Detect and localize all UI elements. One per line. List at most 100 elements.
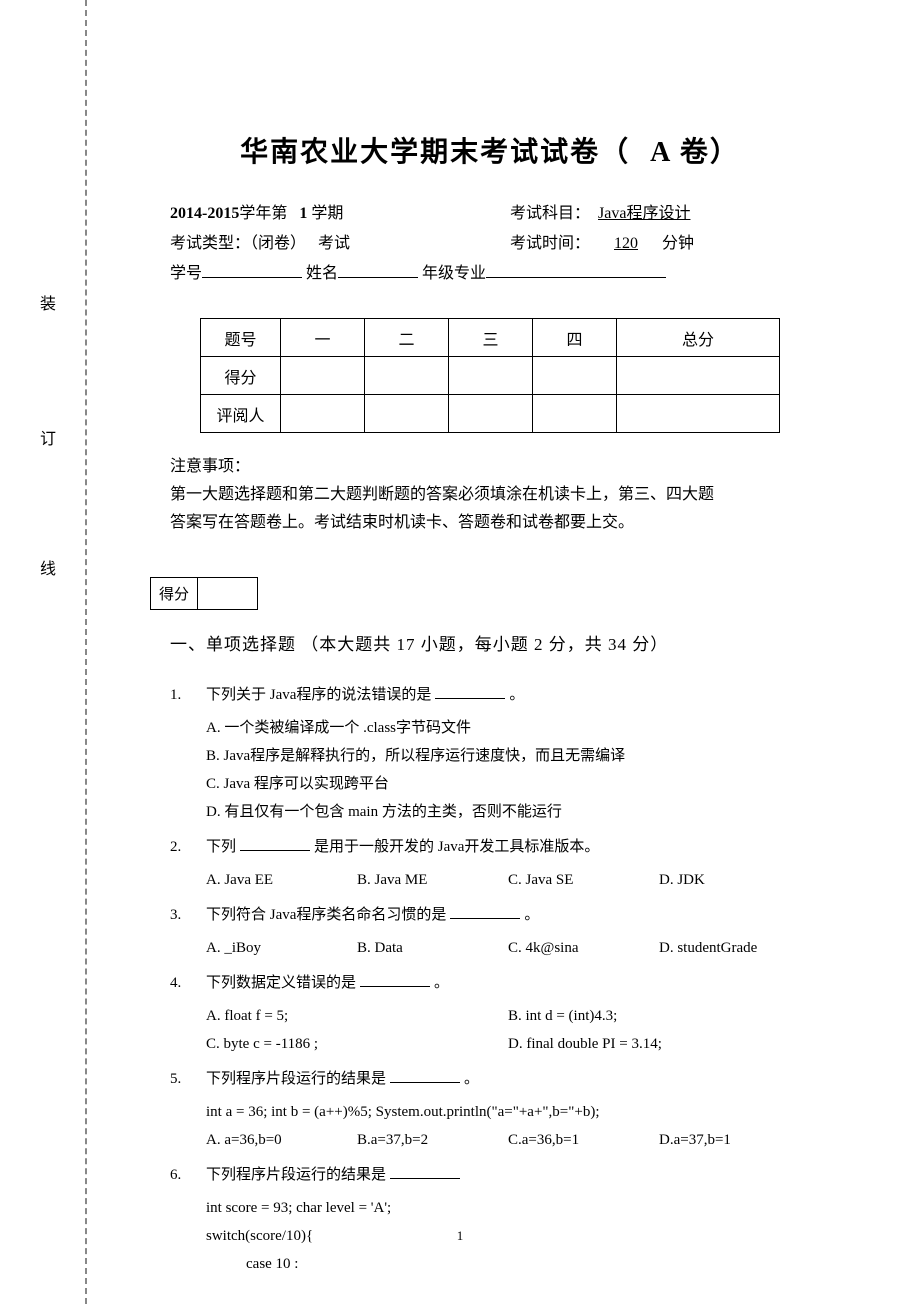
year: 2014-2015 — [170, 205, 239, 222]
q3-c: C. 4k@sina — [508, 934, 659, 962]
score-table: 题号 一 二 三 四 总分 得分 评阅人 — [200, 318, 780, 433]
cell — [533, 357, 617, 395]
cell — [449, 357, 533, 395]
q3-options: A. _iBoy B. Data C. 4k@sina D. studentGr… — [170, 934, 810, 962]
page-title: 华南农业大学期末考试试卷（ A 卷） — [170, 130, 810, 170]
q4-stem: 下列数据定义错误的是 — [206, 975, 356, 991]
header-row-3: 学号 姓名 年级专业 — [170, 260, 810, 288]
q1-b: B. Java程序是解释执行的，所以程序运行速度快，而且无需编译 — [206, 742, 810, 770]
q-num: 3. — [170, 900, 206, 930]
time-unit: 分钟 — [662, 235, 694, 252]
cell — [281, 357, 365, 395]
q4: 4. 下列数据定义错误的是。 — [170, 968, 810, 998]
q-num: 6. — [170, 1160, 206, 1190]
col-2: 二 — [365, 319, 449, 357]
mini-blank — [198, 578, 258, 610]
binding-label-3: 线 — [40, 555, 56, 579]
cell — [617, 357, 780, 395]
binding-label-1: 装 — [40, 290, 56, 314]
col-4: 四 — [533, 319, 617, 357]
blank — [240, 837, 310, 851]
q1-options: A. 一个类被编译成一个 .class字节码文件 B. Java程序是解释执行的… — [170, 714, 810, 826]
sid-blank — [202, 260, 302, 278]
blank — [450, 905, 520, 919]
col-q: 题号 — [201, 319, 281, 357]
term-suffix: 学期 — [311, 205, 343, 222]
q6-c3: case 10 : — [206, 1250, 810, 1278]
mini-label: 得分 — [151, 578, 198, 610]
page-number: 1 — [0, 1228, 920, 1244]
q-num: 2. — [170, 832, 206, 862]
blank — [435, 685, 505, 699]
blank — [390, 1165, 460, 1179]
q4-c: C. byte c = -1186 ; — [206, 1030, 508, 1058]
row3-label: 评阅人 — [201, 395, 281, 433]
page-content: 华南农业大学期末考试试卷（ A 卷） 2014-2015学年第 1 学期 考试科目… — [170, 0, 810, 1278]
q3-a: A. _iBoy — [206, 934, 357, 962]
binding-label-2: 订 — [40, 425, 56, 449]
q2-d: D. JDK — [659, 866, 810, 894]
cell — [365, 357, 449, 395]
cell — [449, 395, 533, 433]
title-main: 华南农业大学期末考试试卷（ — [240, 137, 630, 168]
header-row-2: 考试类型：（闭卷） 考试 考试时间： 120 分钟 — [170, 230, 810, 258]
cell — [617, 395, 780, 433]
score-header-row: 题号 一 二 三 四 总分 — [201, 319, 780, 357]
q2-b: B. Java ME — [357, 866, 508, 894]
q3-stem: 下列符合 Java程序类名命名习惯的是 — [206, 907, 446, 923]
sgrade-blank — [486, 260, 666, 278]
subject-label: 考试科目： — [510, 205, 590, 222]
cell — [281, 395, 365, 433]
binding-line — [85, 0, 87, 1304]
col-3: 三 — [449, 319, 533, 357]
time-label: 考试时间： — [510, 235, 590, 252]
time-value: 120 — [594, 235, 658, 252]
score-row-reviewer: 评阅人 — [201, 395, 780, 433]
q-num: 5. — [170, 1064, 206, 1094]
cell — [365, 395, 449, 433]
q3-d: D. studentGrade — [659, 934, 810, 962]
blank — [390, 1069, 460, 1083]
q2-s2: 是用于一般开发的 Java开发工具标准版本。 — [314, 839, 599, 855]
type-label: 考试类型：（闭卷） — [170, 235, 306, 252]
q2-options: A. Java EE B. Java ME C. Java SE D. JDK — [170, 866, 810, 894]
col-total: 总分 — [617, 319, 780, 357]
q6-c1: int score = 93; char level = 'A'; — [206, 1194, 810, 1222]
mini-score-box: 得分 — [150, 577, 258, 610]
q6-stem: 下列程序片段运行的结果是 — [206, 1167, 386, 1183]
header-row-1: 2014-2015学年第 1 学期 考试科目： Java程序设计 — [170, 200, 810, 228]
q5-code: int a = 36; int b = (a++)%5; System.out.… — [206, 1098, 810, 1126]
q4-d: D. final double PI = 3.14; — [508, 1030, 810, 1058]
q2-c: C. Java SE — [508, 866, 659, 894]
q-num: 1. — [170, 680, 206, 710]
score-row-score: 得分 — [201, 357, 780, 395]
q5-c: C.a=36,b=1 — [508, 1126, 659, 1154]
q3: 3. 下列符合 Java程序类名命名习惯的是。 — [170, 900, 810, 930]
notice-block: 注意事项： 第一大题选择题和第二大题判断题的答案必须填涂在机读卡上，第三、四大题… — [170, 453, 810, 537]
q3-b: B. Data — [357, 934, 508, 962]
q6: 6. 下列程序片段运行的结果是 — [170, 1160, 810, 1190]
q2-a: A. Java EE — [206, 866, 357, 894]
q5-options: int a = 36; int b = (a++)%5; System.out.… — [170, 1098, 810, 1154]
subject-value: Java程序设计 — [594, 205, 694, 222]
q4-a: A. float f = 5; — [206, 1002, 508, 1030]
cell — [533, 395, 617, 433]
col-1: 一 — [281, 319, 365, 357]
title-volume: A 卷 — [650, 137, 710, 168]
q4-options: A. float f = 5; B. int d = (int)4.3; C. … — [170, 1002, 810, 1058]
q5-a: A. a=36,b=0 — [206, 1126, 357, 1154]
title-close: ） — [710, 137, 740, 168]
notice-l1: 第一大题选择题和第二大题判断题的答案必须填涂在机读卡上，第三、四大题 — [170, 481, 810, 509]
q-num: 4. — [170, 968, 206, 998]
sid-label: 学号 — [170, 260, 202, 288]
q1-d: D. 有且仅有一个包含 main 方法的主类，否则不能运行 — [206, 798, 810, 826]
section-1-title: 一、单项选择题 （本大题共 17 小题，每小题 2 分，共 34 分） — [170, 630, 810, 660]
q2: 2. 下列是用于一般开发的 Java开发工具标准版本。 — [170, 832, 810, 862]
notice-title: 注意事项： — [170, 453, 810, 481]
term: 1 — [299, 205, 307, 222]
notice-l2: 答案写在答题卷上。考试结束时机读卡、答题卷和试卷都要上交。 — [170, 509, 810, 537]
q1-a: A. 一个类被编译成一个 .class字节码文件 — [206, 714, 810, 742]
q5-b: B.a=37,b=2 — [357, 1126, 508, 1154]
sgrade-label: 年级专业 — [422, 260, 486, 288]
type-suffix: 考试 — [318, 235, 350, 252]
